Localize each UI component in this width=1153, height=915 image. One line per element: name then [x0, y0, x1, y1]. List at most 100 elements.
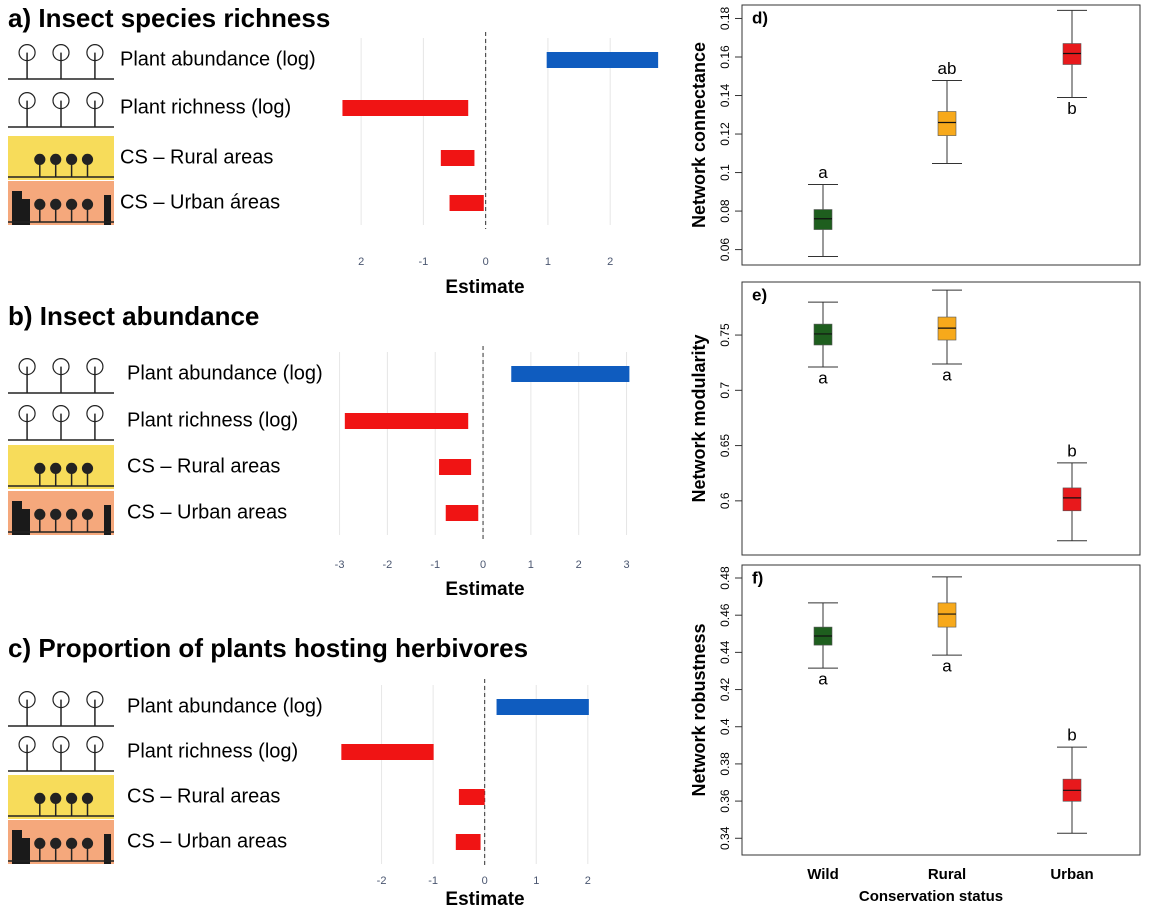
icon — [8, 86, 114, 130]
y-tick-label: 0.46 — [718, 603, 732, 627]
building — [104, 195, 111, 225]
row-label: CS – Rural areas — [120, 146, 273, 168]
tree-crown — [35, 838, 45, 848]
building — [12, 830, 22, 864]
icon — [8, 136, 114, 180]
tree-crown — [51, 463, 61, 473]
y-axis-title: Network modularity — [689, 334, 709, 502]
tree-crown — [67, 154, 77, 164]
x-tick-label: 1 — [533, 875, 539, 887]
tree-crown — [83, 509, 93, 519]
group-letter: ab — [938, 59, 957, 78]
tree-crown — [35, 154, 45, 164]
x-tick-label: 1 — [528, 559, 534, 571]
y-tick-label: 0.12 — [718, 122, 732, 146]
row-label: CS – Rural areas — [127, 785, 280, 807]
x-tick-label: 0 — [482, 875, 488, 887]
building — [22, 838, 30, 864]
group-letter: b — [1067, 441, 1076, 460]
icon — [8, 685, 114, 729]
y-axis-title: Network connectance — [689, 42, 709, 228]
x-tick-label: 2 — [585, 875, 591, 887]
x-tick-label: 2 — [358, 256, 364, 268]
row-label: Plant richness (log) — [127, 409, 298, 431]
y-tick-label: 0.7 — [718, 382, 732, 399]
bar — [450, 195, 484, 211]
x-axis-title: Estimate — [445, 889, 524, 910]
building — [104, 834, 111, 864]
x-tick-label: -2 — [377, 875, 387, 887]
tree-crown — [67, 463, 77, 473]
icon — [8, 399, 114, 443]
box — [938, 603, 956, 627]
row-label: CS – Urban areas — [127, 501, 287, 523]
y-tick-label: 0.1 — [718, 164, 732, 181]
x-tick-label: 3 — [623, 559, 629, 571]
tree-crown — [51, 199, 61, 209]
row-label: CS – Rural areas — [127, 455, 280, 477]
tree-crown — [35, 199, 45, 209]
icon — [8, 775, 114, 819]
y-tick-label: 0.65 — [718, 434, 732, 458]
x-tick-label: -1 — [428, 875, 438, 887]
y-tick-label: 0.18 — [718, 6, 732, 30]
tree-crown — [35, 793, 45, 803]
x-tick-label: -1 — [430, 559, 440, 571]
building — [22, 509, 30, 535]
y-tick-label: 0.44 — [718, 640, 732, 664]
x-tick-label: 0 — [483, 256, 489, 268]
x-tick-label: -1 — [419, 256, 429, 268]
bar — [456, 834, 481, 850]
x-tick-label: 0 — [480, 559, 486, 571]
building — [104, 505, 111, 535]
chart-title: a) Insect species richness — [8, 3, 330, 33]
building — [12, 191, 22, 225]
tree-crown — [67, 838, 77, 848]
group-letter: a — [818, 670, 828, 689]
x-tick-label: 2 — [576, 559, 582, 571]
group-letter: a — [942, 365, 952, 384]
box — [1063, 488, 1081, 511]
tree-crown — [67, 509, 77, 519]
group-letter: b — [1067, 99, 1076, 118]
bar — [441, 150, 475, 166]
icon — [8, 730, 114, 774]
row-label: Plant richness (log) — [127, 740, 298, 762]
tree-crown — [51, 793, 61, 803]
bar — [511, 366, 629, 382]
building — [12, 501, 22, 535]
y-tick-label: 0.06 — [718, 238, 732, 262]
icon — [8, 38, 114, 82]
box — [814, 210, 832, 230]
tree-crown — [83, 793, 93, 803]
y-tick-label: 0.6 — [718, 492, 732, 509]
row-label: Plant abundance (log) — [120, 48, 316, 70]
bar — [497, 699, 589, 715]
chart-title: b) Insect abundance — [8, 301, 259, 331]
x-tick-label: 2 — [607, 256, 613, 268]
bar — [459, 789, 485, 805]
row-label: CS – Urban áreas — [120, 191, 280, 213]
tree-crown — [83, 463, 93, 473]
building — [22, 199, 30, 225]
group-letter: a — [818, 368, 828, 387]
group-letter: b — [1067, 726, 1076, 745]
group-letter: a — [942, 657, 952, 676]
y-tick-label: 0.34 — [718, 826, 732, 850]
bar — [446, 505, 479, 521]
y-tick-label: 0.48 — [718, 566, 732, 590]
row-label: Plant abundance (log) — [127, 362, 323, 384]
row-label: CS – Urban areas — [127, 830, 287, 852]
icon — [8, 491, 114, 535]
bar — [439, 459, 471, 475]
x-tick-label: -3 — [335, 559, 345, 571]
x-axis-title: Conservation status — [859, 888, 1003, 905]
y-tick-label: 0.08 — [718, 199, 732, 223]
x-axis-title: Estimate — [445, 579, 524, 600]
tree-crown — [67, 793, 77, 803]
bar — [547, 52, 658, 68]
y-tick-label: 0.4 — [718, 718, 732, 735]
y-tick-label: 0.14 — [718, 84, 732, 108]
tree-crown — [51, 154, 61, 164]
box — [814, 324, 832, 345]
